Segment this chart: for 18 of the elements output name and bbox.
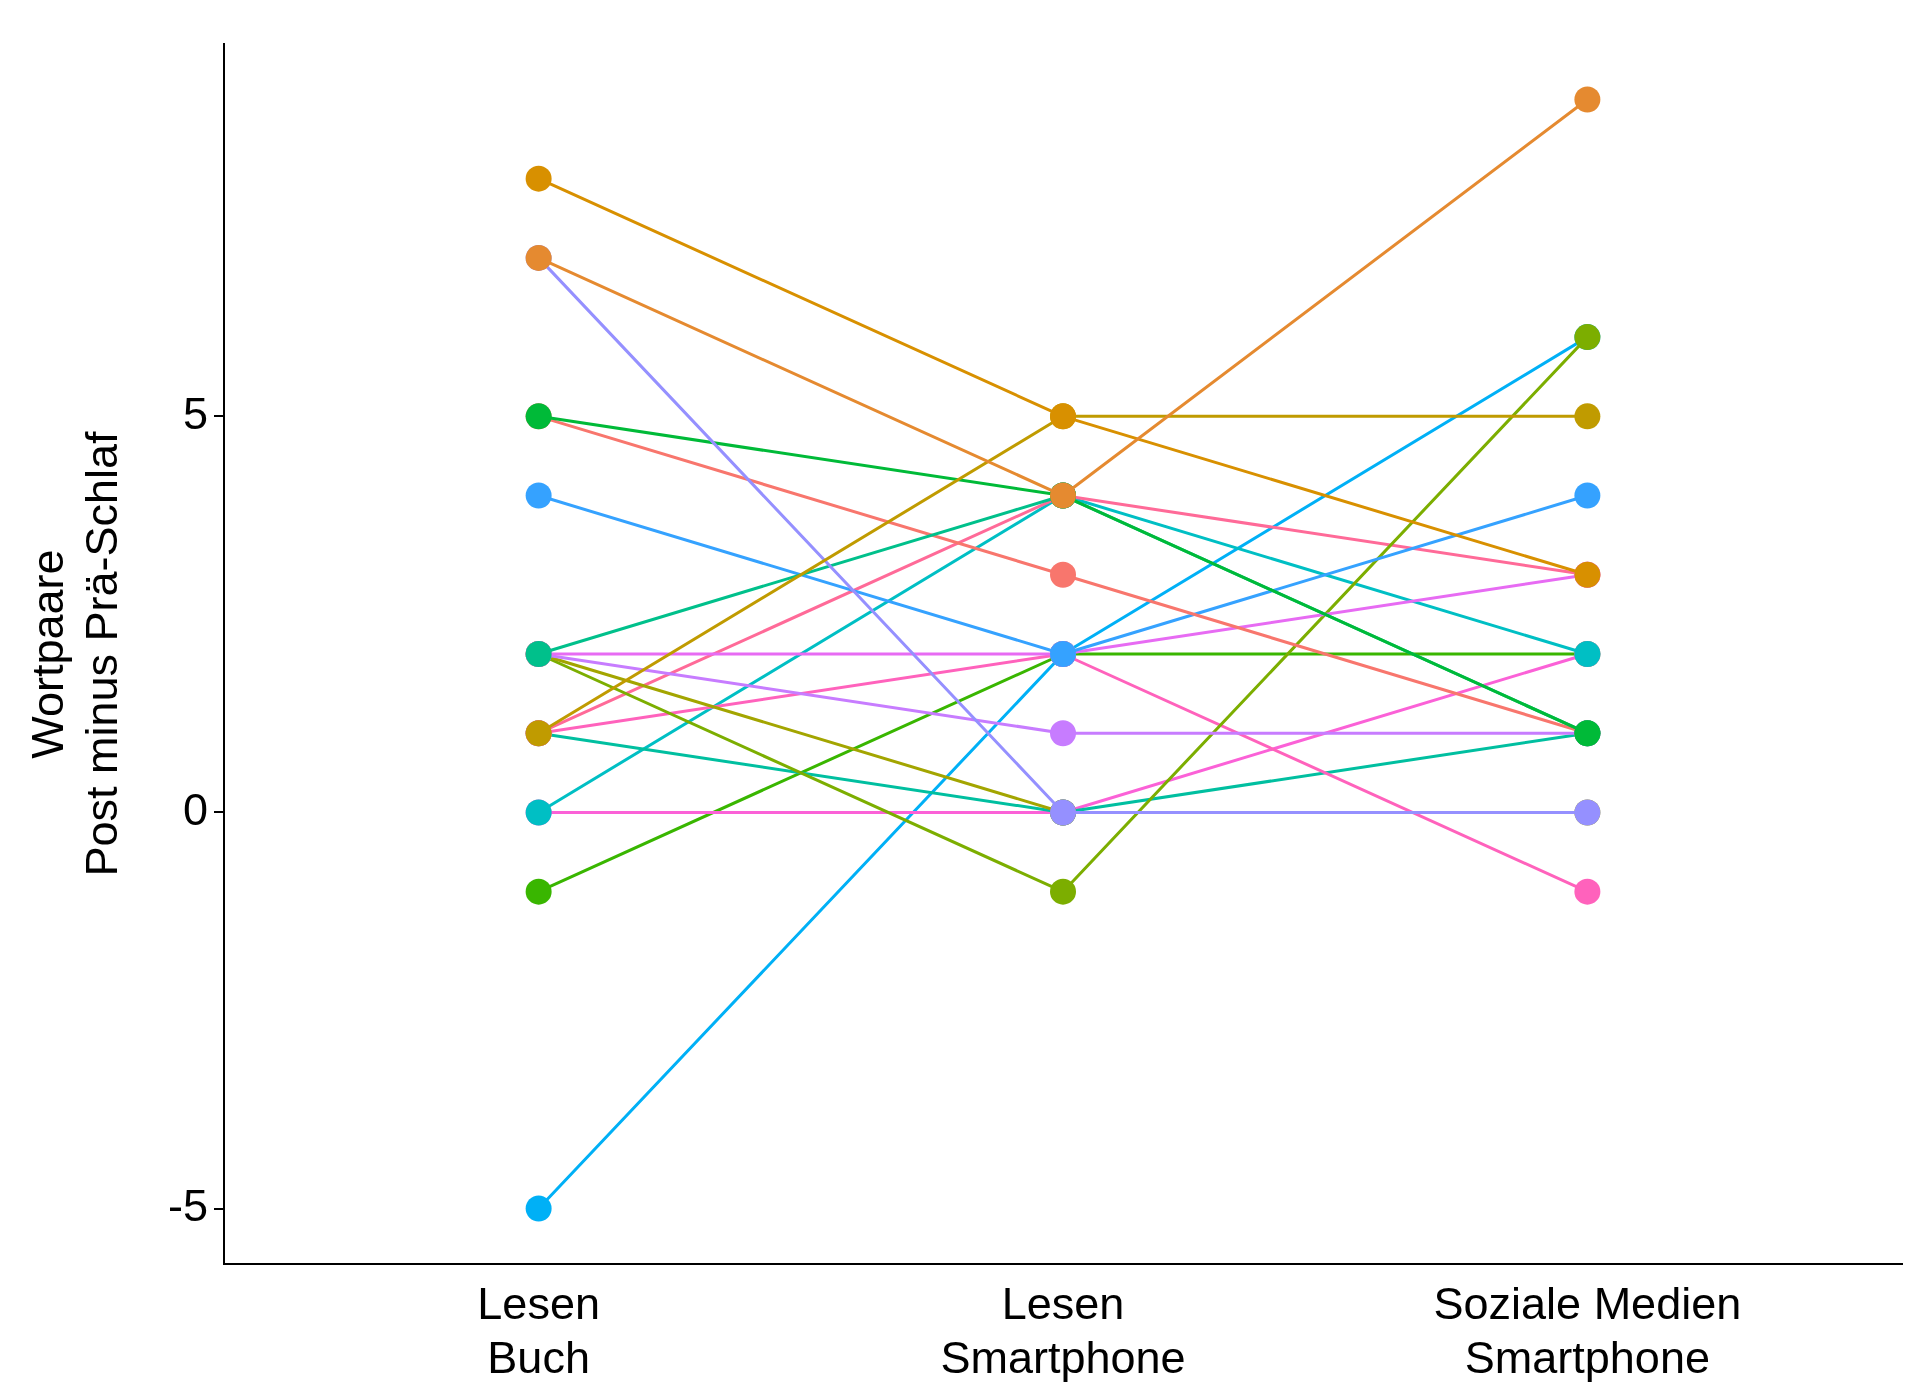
point (1574, 878, 1601, 905)
point (1574, 403, 1601, 430)
point (1050, 720, 1077, 747)
point (525, 878, 552, 905)
point (525, 1195, 552, 1222)
x-tick-label: Lesen Smartphone (940, 1278, 1186, 1384)
y-tick-label: -5 (168, 1179, 209, 1231)
y-tick-label: 5 (182, 387, 209, 439)
x-tick-label: Soziale Medien Smartphone (1433, 1278, 1742, 1384)
point (525, 482, 552, 509)
point (1050, 561, 1077, 588)
point (1050, 878, 1077, 905)
point (1574, 86, 1601, 113)
point (1574, 482, 1601, 509)
point (525, 165, 552, 192)
x-tick-label: Lesen Buch (477, 1278, 600, 1384)
y-axis-title: Wortpaare Post minus Prä-Schlaf (22, 430, 128, 877)
y-tick-label: 0 (182, 783, 209, 835)
